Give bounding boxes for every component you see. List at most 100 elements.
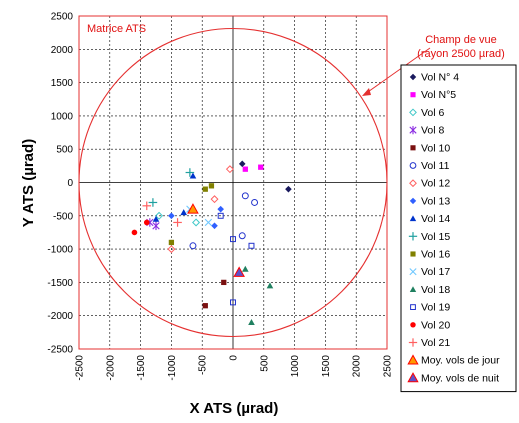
- field-of-view-arrowhead: [362, 88, 371, 96]
- y-tick-label: -2500: [47, 345, 73, 356]
- y-tick-label: 1000: [51, 111, 74, 122]
- legend-marker: [409, 73, 417, 81]
- legend-label: Vol 11: [421, 160, 450, 172]
- field-of-view-arrow: [364, 47, 431, 95]
- field-of-view-circle: [78, 27, 388, 338]
- data-point: [242, 265, 249, 272]
- legend-label: Vol 17: [421, 266, 450, 278]
- legend-item: Vol 14: [409, 213, 450, 225]
- data-point: [242, 166, 248, 172]
- legend-marker: [408, 338, 418, 347]
- data-point: [266, 282, 274, 289]
- data-point: [225, 165, 234, 174]
- x-tick-label: -1000: [167, 355, 178, 381]
- data-points: [131, 160, 292, 325]
- legend-item: Vol 16: [410, 249, 450, 261]
- legend-item: Vol 15: [408, 231, 450, 243]
- legend-item: Moy. vols de nuit: [407, 372, 499, 384]
- legend-marker: [409, 108, 417, 117]
- legend-marker: [409, 268, 417, 276]
- x-tick-label: 2000: [352, 355, 363, 378]
- legend-marker: [410, 251, 416, 257]
- data-point: [202, 303, 208, 309]
- legend-marker: [409, 179, 417, 188]
- legend-item: Vol N°5: [410, 89, 456, 101]
- x-axis-title: X ATS (µrad): [190, 400, 279, 417]
- data-point: [248, 242, 255, 249]
- legend-marker: [410, 92, 416, 98]
- legend-label: Vol 21: [421, 337, 450, 349]
- legend-label: Vol 13: [421, 195, 450, 207]
- matrice-ats-label: Matrice ATS: [87, 23, 146, 35]
- x-tick-label: -1500: [136, 355, 147, 381]
- field-of-view-label-line1: Champ de vue: [425, 34, 497, 46]
- data-point: [258, 164, 264, 170]
- y-tick-label: 1500: [51, 78, 74, 89]
- legend-label: Vol 12: [421, 178, 450, 190]
- data-point: [152, 215, 160, 222]
- legend-item: Vol 17: [409, 266, 450, 278]
- legend-marker: [409, 125, 417, 135]
- data-point: [217, 205, 224, 213]
- legend-marker: [410, 322, 416, 328]
- legend-label: Vol 16: [421, 249, 450, 261]
- legend-label: Vol N°5: [421, 89, 456, 101]
- data-point: [204, 218, 213, 227]
- data-point: [167, 245, 176, 254]
- data-point: [285, 185, 292, 193]
- legend-item: Vol 10: [410, 142, 450, 154]
- legend-item: Vol 11: [409, 160, 450, 172]
- legend-box: [400, 64, 517, 393]
- y-tick-label: 0: [67, 178, 73, 189]
- legend-label: Vol 10: [421, 142, 450, 154]
- legend-item: Vol 19: [410, 302, 450, 314]
- data-point: [180, 209, 188, 216]
- legend-marker: [410, 304, 416, 311]
- legend-item: Vol 12: [409, 178, 450, 190]
- x-tick-label: 500: [259, 355, 270, 372]
- legend-label: Vol 20: [421, 319, 450, 331]
- data-point: [189, 242, 197, 250]
- field-of-view-label-line2: (rayon 2500 µrad): [417, 48, 505, 60]
- axis-tick-labels: -2500 -2000 -1500 -1000 -500 0 500 1000 1500 2000…: [47, 12, 393, 381]
- legend-marker: [409, 286, 417, 292]
- x-tick-label: -500: [198, 355, 209, 375]
- legend-item: Vol 8: [409, 125, 445, 137]
- y-tick-label: 2500: [51, 12, 74, 23]
- y-tick-label: 500: [56, 145, 73, 156]
- data-point: [210, 195, 219, 204]
- data-point: [248, 319, 255, 325]
- data-point: [230, 299, 236, 306]
- legend-item: Vol N° 4: [409, 72, 459, 84]
- data-point: [148, 198, 158, 207]
- legend-marker: [410, 145, 416, 151]
- y-tick-label: -2000: [47, 311, 73, 322]
- legend-item: Vol 6: [409, 107, 445, 119]
- legend: Vol N° 4 Vol N°5 Vol 6 Vol 8 Vol 10 Vol 11 Vol…: [400, 64, 517, 393]
- legend-label: Moy. vols de nuit: [421, 372, 499, 384]
- legend-marker: [409, 215, 417, 222]
- legend-item: Vol 18: [409, 284, 450, 296]
- legend-marker: [409, 197, 417, 205]
- y-tick-label: -500: [53, 211, 73, 222]
- legend-label: Vol 14: [421, 213, 450, 225]
- y-tick-label: -1500: [47, 278, 73, 289]
- data-point: [131, 229, 138, 236]
- y-tick-label: -1000: [47, 245, 73, 256]
- legend-label: Vol 6: [421, 107, 445, 119]
- legend-item: Vol 13: [409, 195, 450, 207]
- x-tick-label: 1000: [290, 355, 301, 378]
- data-point: [152, 221, 160, 231]
- data-point: [208, 183, 215, 189]
- x-tick-label: 2500: [383, 355, 394, 378]
- legend-item: Moy. vols de jour: [407, 354, 500, 367]
- x-tick-label: -2500: [75, 355, 86, 381]
- data-point: [168, 239, 175, 246]
- legend-marker: [407, 354, 419, 365]
- legend-marker: [408, 232, 418, 241]
- legend-label: Vol 18: [421, 284, 450, 296]
- data-point: [143, 219, 150, 226]
- legend-marker: [407, 372, 419, 383]
- data-point: [187, 203, 199, 214]
